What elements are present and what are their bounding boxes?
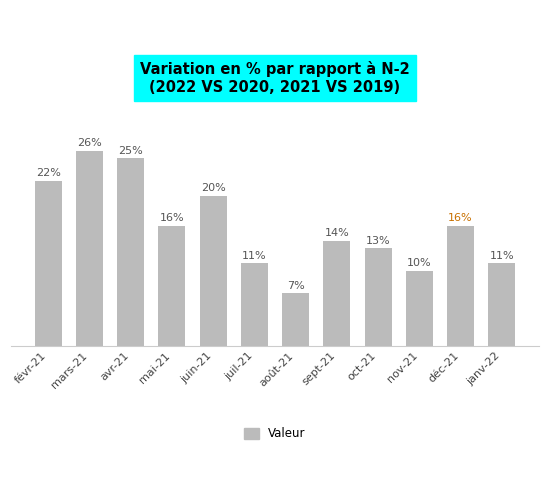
Text: 16%: 16% [160,213,184,223]
Bar [241,263,268,346]
Text: 11%: 11% [490,251,514,261]
Bar [447,226,474,346]
Bar [117,158,144,346]
Text: 20%: 20% [201,183,226,193]
Text: 25%: 25% [118,146,143,156]
Text: 26%: 26% [77,138,102,148]
Bar [158,226,185,346]
Legend: Valeur: Valeur [244,428,306,441]
Text: 11%: 11% [242,251,267,261]
Bar [365,248,392,346]
Text: 22%: 22% [36,168,60,179]
Bar [406,271,433,346]
Bar [488,263,515,346]
Text: 16%: 16% [448,213,473,223]
Text: 10%: 10% [407,258,432,268]
Title: Variation en % par rapport à N-2
(2022 VS 2020, 2021 VS 2019): Variation en % par rapport à N-2 (2022 V… [140,61,410,95]
Text: 7%: 7% [287,281,305,291]
Bar [76,151,103,346]
Bar [282,293,309,346]
Text: 13%: 13% [366,236,390,246]
Bar [35,180,62,346]
Bar [323,240,350,346]
Text: 14%: 14% [324,228,349,239]
Bar [200,196,227,346]
